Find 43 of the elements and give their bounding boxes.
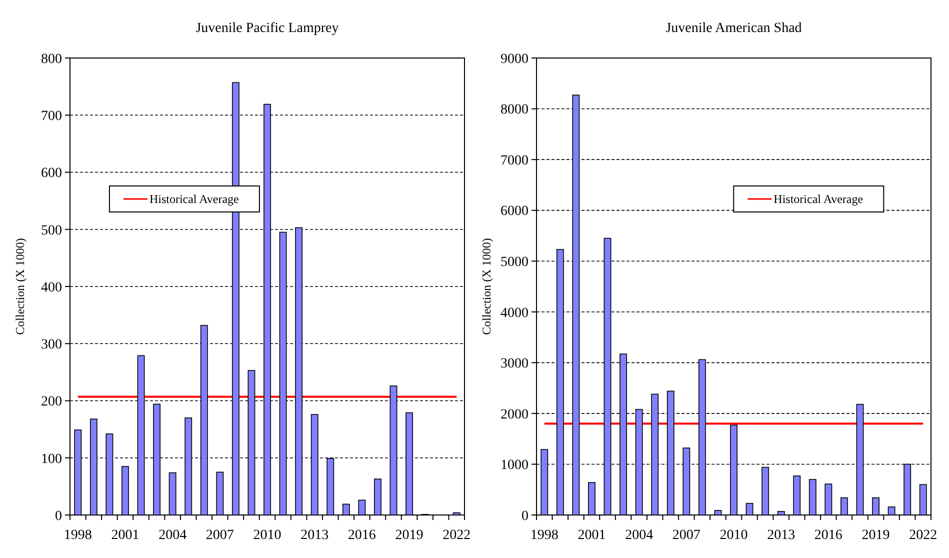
y-tick-label: 0 [55, 508, 62, 524]
y-tick-label: 500 [41, 223, 62, 238]
chart-title: Juvenile American Shad [666, 21, 802, 36]
x-tick-label: 2019 [395, 528, 424, 543]
y-tick-label: 5000 [500, 255, 528, 270]
x-tick-label: 2010 [720, 528, 748, 543]
x-tick-label: 2022 [909, 528, 938, 543]
legend-label: Historical Average [149, 192, 239, 206]
y-tick-label: 4000 [500, 306, 528, 321]
x-tick-label: 2019 [862, 528, 890, 543]
x-tick-label: 2001 [578, 528, 606, 543]
chart-title: Juvenile Pacific Lamprey [196, 21, 339, 36]
y-tick-label: 7000 [500, 153, 528, 168]
x-tick-label: 2013 [767, 528, 796, 543]
y-tick-label: 100 [41, 452, 62, 467]
y-tick-label: 3000 [500, 356, 528, 372]
y-tick-label: 2000 [500, 407, 528, 422]
y-tick-label: 800 [41, 52, 62, 67]
x-tick-label: 2010 [253, 528, 282, 543]
y-tick-label: 9000 [500, 52, 528, 67]
y-tick-label: 0 [522, 508, 528, 524]
y-tick-label: 8000 [500, 102, 528, 118]
x-tick-label: 1998 [530, 528, 558, 543]
y-tick-label: 200 [41, 394, 62, 410]
x-tick-label: 2016 [814, 528, 842, 543]
y-tick-label: 1000 [500, 458, 528, 474]
y-axis-title: Collection (X 1000) [480, 238, 494, 335]
x-tick-label: 2022 [442, 528, 471, 543]
y-tick-label: 300 [41, 338, 62, 353]
x-tick-label: 2007 [206, 528, 234, 543]
x-tick-label: 2013 [300, 528, 329, 543]
y-tick-label: 700 [41, 109, 62, 124]
x-tick-label: 2007 [672, 528, 700, 543]
legend-label: Historical Average [774, 192, 864, 206]
x-tick-label: 2004 [625, 528, 654, 543]
y-tick-label: 400 [41, 280, 62, 296]
x-tick-label: 2004 [158, 528, 187, 543]
y-axis-title: Collection (X 1000) [13, 238, 27, 335]
x-tick-label: 2001 [111, 528, 140, 543]
y-tick-label: 600 [41, 166, 62, 182]
y-tick-label: 6000 [500, 204, 528, 220]
x-tick-label: 2016 [348, 528, 376, 543]
x-tick-label: 1998 [64, 528, 92, 543]
